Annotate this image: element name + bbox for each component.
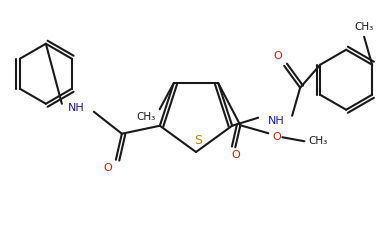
- Text: CH₃: CH₃: [136, 112, 155, 122]
- Text: NH: NH: [67, 103, 84, 113]
- Text: O: O: [272, 132, 281, 142]
- Text: O: O: [231, 150, 240, 160]
- Text: NH: NH: [268, 116, 285, 126]
- Text: S: S: [194, 133, 202, 146]
- Text: CH₃: CH₃: [354, 22, 374, 32]
- Text: O: O: [103, 163, 112, 173]
- Text: O: O: [274, 51, 283, 61]
- Text: CH₃: CH₃: [309, 136, 328, 146]
